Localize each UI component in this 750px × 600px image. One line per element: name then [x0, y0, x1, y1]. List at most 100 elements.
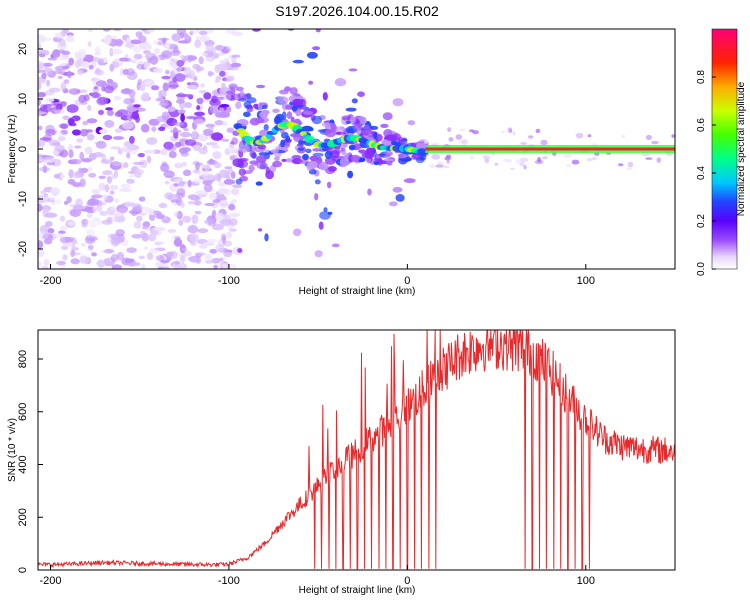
spectrogram-noise-cell — [54, 144, 65, 152]
spectrogram-transition-cell — [312, 152, 324, 157]
spectrogram-transition-cell — [280, 139, 285, 148]
spectrogram-noise-cell — [38, 49, 50, 56]
spectrogram-noise-cell — [79, 128, 89, 137]
spectrogram-noise-cell — [93, 152, 104, 158]
spectrogram-noise-cell — [120, 183, 131, 190]
spectrogram-noise-cell — [140, 123, 150, 133]
spectrogram-speckle-cell — [528, 135, 534, 139]
colorbar-tick-label: 0.4 — [696, 166, 707, 180]
spectrogram-noise-cell — [53, 233, 64, 238]
spectrogram-noise-cell — [143, 61, 150, 70]
spectrogram-transition-cell — [358, 116, 367, 125]
spectrogram-noise-cell — [110, 205, 116, 211]
spectrogram-noise-cell — [232, 184, 243, 189]
spectrogram-speckle-cell — [542, 156, 548, 159]
colorbar-label: Normalized spectral amplitude — [736, 81, 747, 216]
x-tick-label: 100 — [577, 575, 595, 587]
y-tick-label: 10 — [17, 93, 29, 105]
x-tick-label: -100 — [218, 575, 240, 587]
colorbar-tick-label: 0.2 — [696, 214, 707, 228]
spectrogram-noise-cell — [43, 62, 53, 67]
spectrogram-speckle-cell — [423, 139, 429, 144]
spectrogram-noise-cell — [143, 246, 149, 251]
spectrogram-speckle-cell — [472, 130, 479, 135]
spectrogram-noise-cell — [153, 67, 164, 74]
spectrogram-noise-cell — [132, 161, 145, 165]
spectrogram-noise-cell — [173, 127, 178, 133]
spectrogram-noise-cell — [107, 176, 112, 184]
spectrogram-speckle-cell — [437, 161, 444, 166]
spectrogram-noise-cell — [61, 29, 67, 37]
spectrogram-noise-cell — [159, 56, 166, 61]
spectrogram-noise-cell — [69, 208, 82, 217]
spectrogram-speckle-cell — [641, 152, 651, 157]
spectrogram-noise-cell — [111, 61, 119, 69]
spectrogram-transition-cell — [353, 123, 363, 131]
spectrogram-noise-cell — [39, 137, 52, 141]
spectrogram-noise-cell — [232, 31, 243, 37]
spectrogram-noise-cell — [167, 194, 178, 202]
spectrogram-noise-cell — [113, 211, 123, 217]
spectrogram-noise-cell — [162, 82, 169, 92]
spectrogram-noise-cell — [113, 215, 126, 223]
spectrogram-noise-cell — [99, 210, 108, 216]
spectrogram-noise-cell — [81, 61, 90, 69]
spectrogram-noise-cell — [86, 118, 98, 124]
spectrogram-noise-cell — [178, 219, 184, 226]
spectrogram-noise-cell — [195, 161, 200, 171]
spectrogram-noise-cell — [160, 163, 170, 172]
spectrogram-transition-cell — [257, 144, 267, 150]
spectrogram-noise-cell — [165, 69, 170, 75]
spectrogram-speckle-cell — [540, 139, 548, 146]
spectrogram-noise-cell — [218, 169, 229, 179]
spectrogram-noise-cell — [202, 145, 208, 150]
spectrogram-noise-cell — [187, 179, 192, 188]
y-tick-label: 0 — [17, 567, 29, 573]
spectrogram-noise-cell — [200, 83, 205, 88]
spectrogram-noise-cell — [72, 204, 85, 211]
spectrogram-noise-cell — [158, 202, 168, 209]
spectrogram-noise-cell — [68, 57, 75, 66]
spectrogram-noise-cell — [193, 118, 205, 125]
spectrogram-speckle-cell — [621, 134, 626, 139]
spectrogram-speckle-cell — [455, 134, 463, 140]
spectrogram-transition-cell — [275, 117, 283, 124]
spectrogram-speckle-cell — [605, 152, 612, 155]
spectrogram-noise-cell — [74, 59, 81, 69]
spectrogram-noise-cell — [117, 208, 128, 213]
spectrogram-noise-cell — [106, 216, 113, 224]
spectrogram-noise-cell — [179, 131, 192, 138]
spectrogram-noise-cell — [116, 109, 129, 117]
x-tick-label: -200 — [39, 275, 61, 287]
spectrogram-noise-cell — [209, 98, 221, 107]
spectrogram-transition-cell — [291, 105, 298, 112]
spectrogram-speckle-cell — [645, 157, 653, 160]
spectrogram-transition-cell — [261, 110, 270, 115]
spectrogram-transition-cell — [407, 120, 416, 126]
spectrogram-noise-cell — [184, 34, 191, 40]
colorbar-tick-label: 0.8 — [696, 70, 707, 84]
snr-plot-area — [38, 330, 675, 570]
spectrogram-noise-cell — [110, 146, 121, 150]
spectrogram-noise-cell — [174, 236, 181, 240]
spectrogram-noise-cell — [38, 249, 45, 257]
spectrogram-noise-cell — [72, 129, 82, 136]
spectrogram-transition-cell — [297, 147, 305, 151]
spectrogram-noise-cell — [219, 104, 230, 108]
spectrogram-speckle-cell — [535, 128, 541, 134]
spectrogram-noise-cell — [158, 54, 169, 58]
spectrogram-noise-cell — [135, 31, 143, 37]
spectrogram-noise-cell — [226, 94, 232, 100]
spectrogram-noise-cell — [111, 264, 122, 269]
spectrogram-noise-cell — [60, 82, 67, 91]
spectrogram-transition-cell — [248, 164, 255, 172]
spectrogram-transition-cell — [335, 131, 342, 135]
spectrogram-transition-cell — [415, 156, 425, 164]
spectrogram-noise-cell — [176, 188, 186, 196]
spectrogram-speckle-cell — [459, 128, 466, 132]
spectrogram-noise-cell — [86, 229, 95, 237]
spectrogram-noise-cell — [80, 167, 89, 173]
spectrogram-noise-cell — [204, 219, 215, 225]
x-tick-label: -100 — [218, 275, 240, 287]
